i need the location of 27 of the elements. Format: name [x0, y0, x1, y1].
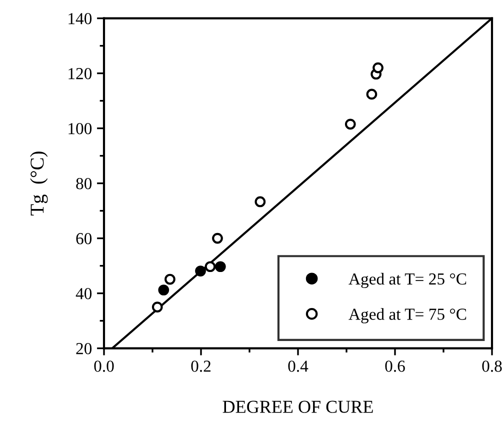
point [366, 88, 378, 100]
point [204, 261, 216, 272]
point [158, 284, 170, 296]
y-tick-label: 20 [76, 343, 92, 354]
x-tick-label: 0.6 [385, 360, 405, 372]
point [214, 261, 226, 272]
y-tick-label: 140 [68, 13, 92, 24]
y-tick-label: 100 [68, 123, 92, 134]
x-tick-label: 0.8 [482, 360, 502, 372]
y-tick-label: 60 [76, 233, 92, 244]
point [212, 232, 223, 244]
point [344, 118, 356, 130]
point [152, 302, 163, 312]
x-axis-title: DEGREE OF CURE [222, 400, 373, 413]
y-axis-title: Tg (°C) [30, 152, 48, 216]
point [195, 266, 206, 276]
x-tick-label: 0.0 [94, 360, 114, 372]
point [254, 196, 266, 208]
point [164, 274, 176, 285]
y-tick-label: 80 [76, 178, 92, 190]
y-tick-label: 120 [68, 68, 92, 80]
point [372, 62, 384, 74]
x-tick-label: 0.4 [288, 360, 308, 372]
y-tick-label: 40 [76, 288, 92, 300]
legend-label: Aged at T= 25 °C [348, 272, 466, 288]
legend-label: Aged at T= 75 °C [348, 308, 466, 324]
x-tick-label: 0.2 [191, 360, 210, 372]
